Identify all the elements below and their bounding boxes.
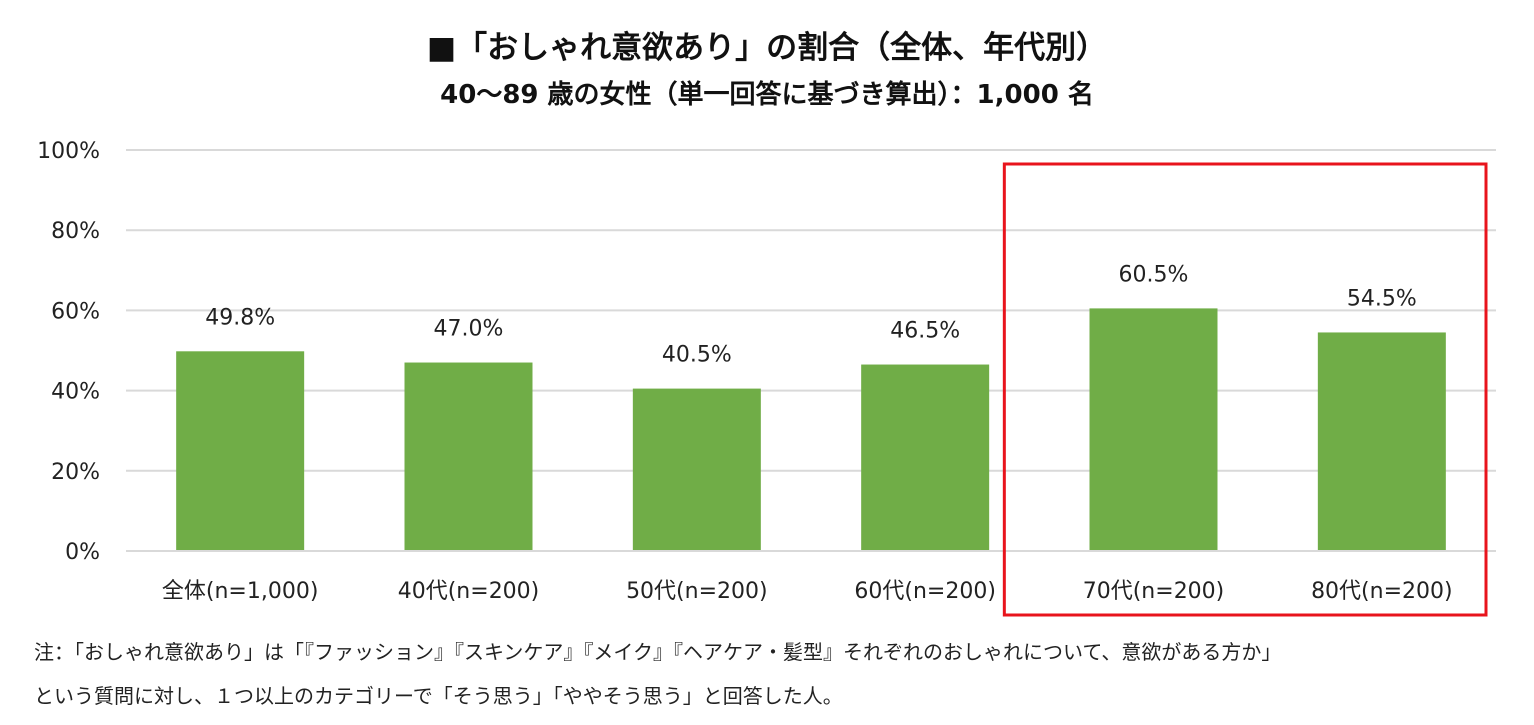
x-tick-label: 全体(n=1,000) bbox=[162, 579, 319, 604]
y-tick-label: 40% bbox=[51, 380, 100, 405]
y-tick-label: 0% bbox=[65, 540, 100, 565]
data-label: 60.5% bbox=[1119, 262, 1189, 287]
footnote-line-1: 注：「おしゃれ意欲あり」は「『ファッション』『スキンケア』『メイク』『ヘアケア・… bbox=[34, 640, 1282, 664]
x-tick-label: 40代(n=200) bbox=[398, 579, 540, 604]
y-tick-label: 20% bbox=[51, 460, 100, 485]
y-tick-label: 60% bbox=[51, 299, 100, 324]
data-label: 40.5% bbox=[662, 343, 732, 368]
x-tick-label: 60代(n=200) bbox=[854, 579, 996, 604]
footnote-line-2: という質問に対し、１つ以上のカテゴリーで「そう思う」「ややそう思う」と回答した人… bbox=[34, 684, 843, 708]
bar bbox=[1317, 332, 1446, 551]
chart-title: ■「おしゃれ意欲あり」の割合（全体、年代別） bbox=[426, 30, 1108, 66]
highlight-box bbox=[1002, 162, 1488, 617]
data-label: 54.5% bbox=[1347, 286, 1417, 311]
bar bbox=[176, 351, 305, 551]
data-label: 46.5% bbox=[890, 319, 960, 344]
bar bbox=[404, 362, 533, 551]
x-tick-label: 50代(n=200) bbox=[626, 579, 768, 604]
bar bbox=[632, 388, 761, 551]
data-label: 49.8% bbox=[205, 305, 275, 330]
bar bbox=[1089, 308, 1218, 551]
data-label: 47.0% bbox=[434, 317, 504, 342]
y-tick-label: 100% bbox=[37, 139, 100, 164]
bar-chart: 0% 20% 40% 60% 80% 100% 49.8% 全体(n=1,000) 47.0% 4… bbox=[37, 139, 1496, 617]
x-tick-label: 70代(n=200) bbox=[1083, 579, 1225, 604]
x-tick-label: 80代(n=200) bbox=[1311, 579, 1453, 604]
y-tick-label: 80% bbox=[51, 219, 100, 244]
bar bbox=[861, 364, 990, 551]
chart-subtitle: 40～89 歳の女性（単一回答に基づき算出）：1,000 名 bbox=[440, 80, 1094, 110]
